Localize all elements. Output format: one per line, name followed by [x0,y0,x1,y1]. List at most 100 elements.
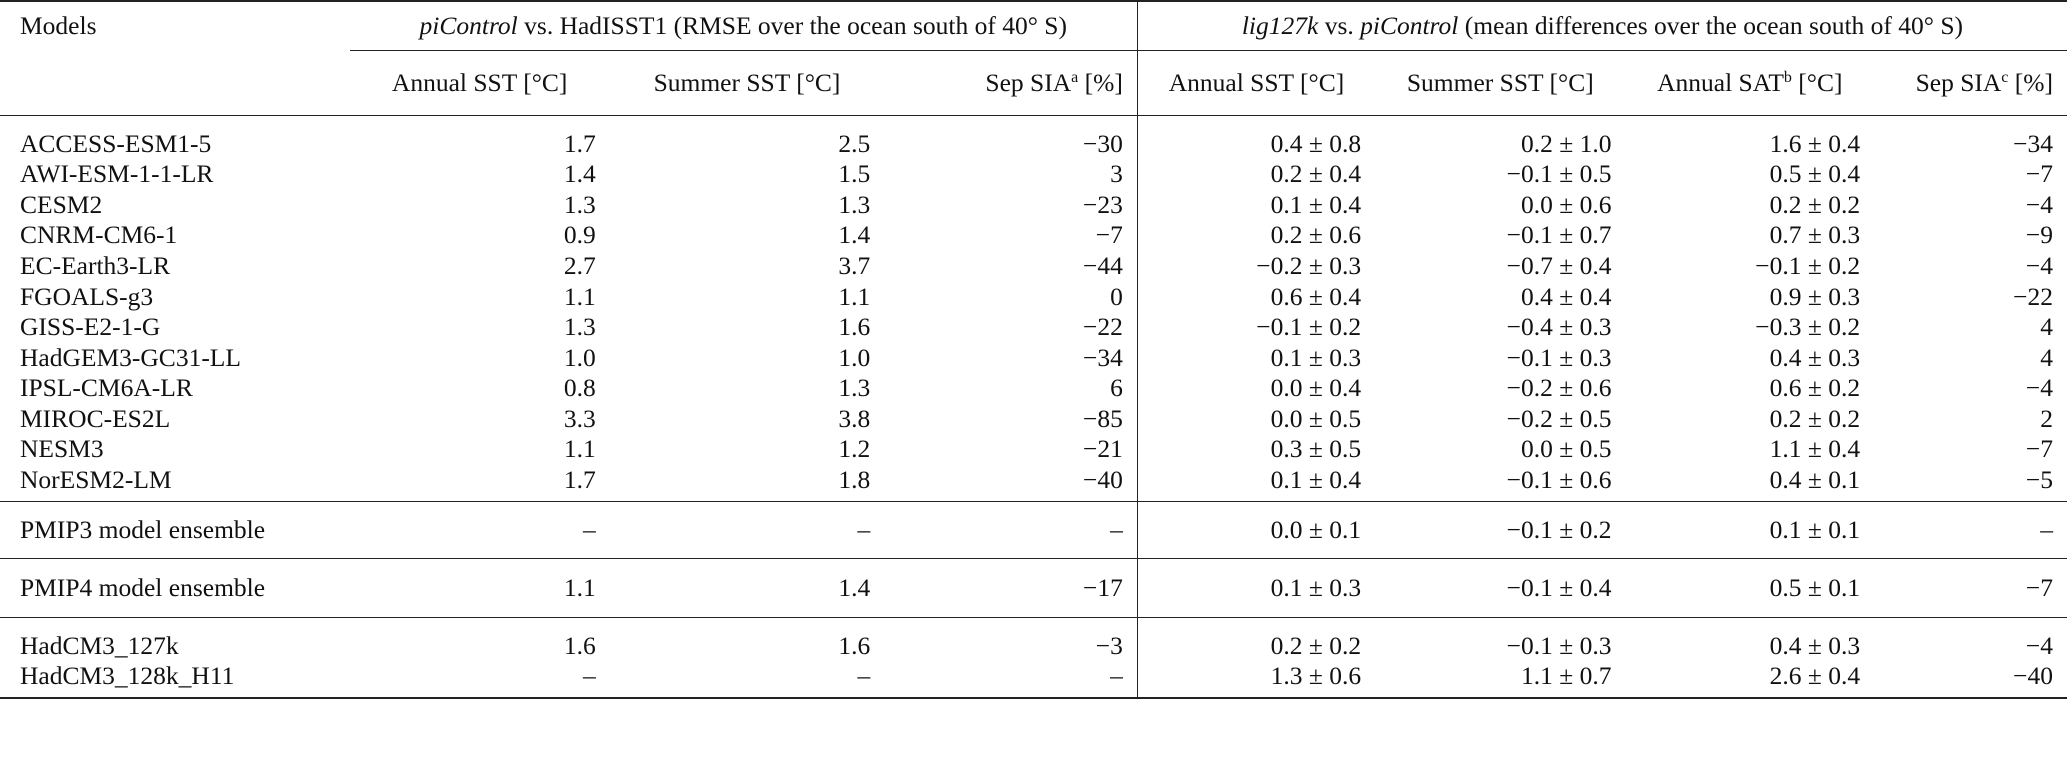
table-row: PMIP4 model ensemble 1.1 1.4 −17 0.1 ± 0.3 −0… [0,558,2067,618]
value-cell: 1.5 [838,159,871,189]
value-cell: 0.9 [563,220,596,250]
value-cell: 2.6 ± 0.4 [1625,660,1875,700]
value-cell: −4 [1874,617,2067,661]
value-cell: 0.0 ± 0.1 [1137,501,1376,559]
value-cell: −17 [884,558,1138,618]
value-cell: 1.1 [563,281,596,311]
table-row: GISS-E2-1-G 1.3 1.6 −22 −0.1 ± 0.2 −0.4 ± 0.3… [0,311,2067,343]
value-cell: −5 [2025,465,2053,495]
value-cell: 2 [2040,403,2053,433]
group2-description: (mean differences over the ocean south o… [1458,11,1964,41]
value-cell: 0.8 [563,373,596,403]
table-row: PMIP3 model ensemble – – –0.0 ± 0.1 −0.1 ± 0… [0,501,2067,559]
value-cell: −4 [2025,189,2053,219]
value-cell: 0.0 ± 0.4 [1270,373,1362,403]
table-row: CESM2 1.3 1.3 −23 0.1 ± 0.4 0.0 ± 0.6 0.2 ± 0.… [0,189,2067,220]
value-cell: 1.8 [838,465,871,495]
table-row: HadCM3_127k 1.6 1.6 −3 0.2 ± 0.2 −0.1 ± 0.3 0.… [0,617,2067,661]
model-comparison-table: Models piControl vs. HadISST1 (RMSE over… [0,1,2067,700]
value-cell: 1.1 ± 0.4 [1769,434,1861,464]
table-row: CNRM-CM6-1 0.9 1.4 −7 0.2 ± 0.6 −0.1 ± 0.7 0.7… [0,219,2067,251]
model-name-cell: CESM2 [20,189,103,219]
models-header: Models [20,11,97,40]
group1-model: piControl [419,11,518,41]
col-header-sep-sia-2-label: Sep SIA [1915,68,2002,98]
model-name-cell: AWI-ESM-1-1-LR [20,159,214,189]
value-cell: −22 [884,311,1138,343]
value-cell: – [884,501,1138,559]
value-cell: −0.1 ± 0.3 [1375,617,1626,661]
value-cell: 3.3 [563,403,596,433]
value-cell: 1.3 [838,189,871,219]
value-cell: 0.5 ± 0.1 [1625,558,1875,618]
value-cell: 3.8 [838,403,871,433]
value-cell: 0.4 ± 0.1 [1769,465,1861,495]
value-cell: −7 [884,219,1138,251]
value-cell: −0.2 ± 0.5 [1506,403,1612,433]
value-cell: 4 [2040,342,2053,372]
model-name-cell: NESM3 [20,434,104,464]
model-name-cell: MIROC-ES2L [20,403,171,433]
value-cell: −0.4 ± 0.3 [1506,312,1612,342]
value-cell: 0.6 ± 0.2 [1769,373,1861,403]
model-name-cell: NorESM2-LM [20,465,172,495]
value-cell: 0 [884,280,1138,312]
group2-vs: vs. [1318,11,1361,41]
value-cell: 0.9 ± 0.3 [1769,281,1861,311]
model-name-cell: EC-Earth3-LR [20,250,171,280]
col-header-summer-sst-2: Summer SST [°C] [1375,50,1626,116]
value-cell: 0.2 ± 1.0 [1520,128,1612,158]
value-cell: 1.3 [838,373,871,403]
value-cell: – [609,660,885,700]
value-cell: −0.1 ± 0.3 [1506,342,1612,372]
value-cell: 1.0 [563,342,596,372]
value-cell: 0.6 ± 0.4 [1270,281,1362,311]
group-header-lig127k-vs-picontrol: lig127k vs. piControl (mean differences … [1137,1,2067,51]
value-cell: 1.4 [563,159,596,189]
col-header-annual-sat: Annual SATb [°C] [1625,50,1875,116]
value-cell: 0.1 ± 0.4 [1270,189,1362,219]
model-name-cell: PMIP3 model ensemble [0,501,350,559]
value-cell: 0.2 ± 0.6 [1270,220,1362,250]
value-cell: −0.1 ± 0.4 [1375,558,1626,618]
value-cell: 1.3 [563,189,596,219]
value-cell: −30 [884,115,1138,159]
value-cell: 0.4 ± 0.4 [1520,281,1612,311]
table-row: NESM3 1.1 1.2 −21 0.3 ± 0.5 0.0 ± 0.5 1.1 ± 0.… [0,433,2067,465]
value-cell: −44 [884,250,1138,281]
value-cell: 0.7 ± 0.3 [1769,220,1861,250]
value-cell: 0.2 ± 0.2 [1769,189,1861,219]
value-cell: 0.0 ± 0.6 [1520,189,1612,219]
value-cell: −40 [1874,660,2067,700]
value-cell: 0.0 ± 0.5 [1270,403,1362,433]
value-cell: 0.4 ± 0.3 [1769,342,1861,372]
value-cell: 4 [2040,312,2053,342]
value-cell: 2.7 [563,250,596,280]
value-cell: 0.5 ± 0.4 [1769,159,1861,189]
col-header-sep-sia-2-unit: [%] [2008,68,2053,98]
group1-description: vs. HadISST1 (RMSE over the ocean south … [517,11,1067,41]
value-cell: −0.1 ± 0.2 [1256,312,1362,342]
value-cell: 1.4 [838,220,871,250]
table-row: AWI-ESM-1-1-LR 1.4 1.5 3 0.2 ± 0.4 −0.1 ± 0.5… [0,158,2067,190]
footnote-c-marker: c [2001,69,2009,87]
value-cell: 0.3 ± 0.5 [1270,434,1362,464]
value-cell: 1.7 [563,465,596,495]
value-cell: −34 [2013,128,2053,158]
value-cell: 3 [884,158,1138,190]
value-cell: 1.1 [563,434,596,464]
value-cell: 0.1 ± 0.1 [1625,501,1875,559]
header-row-columns: Annual SST [°C] Summer SST [°C] Sep SIAa… [0,50,2067,116]
model-name-cell: PMIP4 model ensemble [0,558,350,618]
value-cell: 0.1 ± 0.4 [1270,465,1362,495]
col-header-sep-sia-2: Sep SIAc [%] [1874,50,2067,116]
value-cell: −4 [2025,373,2053,403]
value-cell: 2.5 [838,128,871,158]
value-cell: −0.1 ± 0.7 [1506,220,1612,250]
value-cell: 0.4 ± 0.3 [1625,617,1875,661]
value-cell: 0.2 ± 0.2 [1769,403,1861,433]
footnote-b-marker: b [1783,69,1792,87]
value-cell: 1.2 [838,434,871,464]
col-header-sep-sia-1-unit: [%] [1078,68,1123,98]
